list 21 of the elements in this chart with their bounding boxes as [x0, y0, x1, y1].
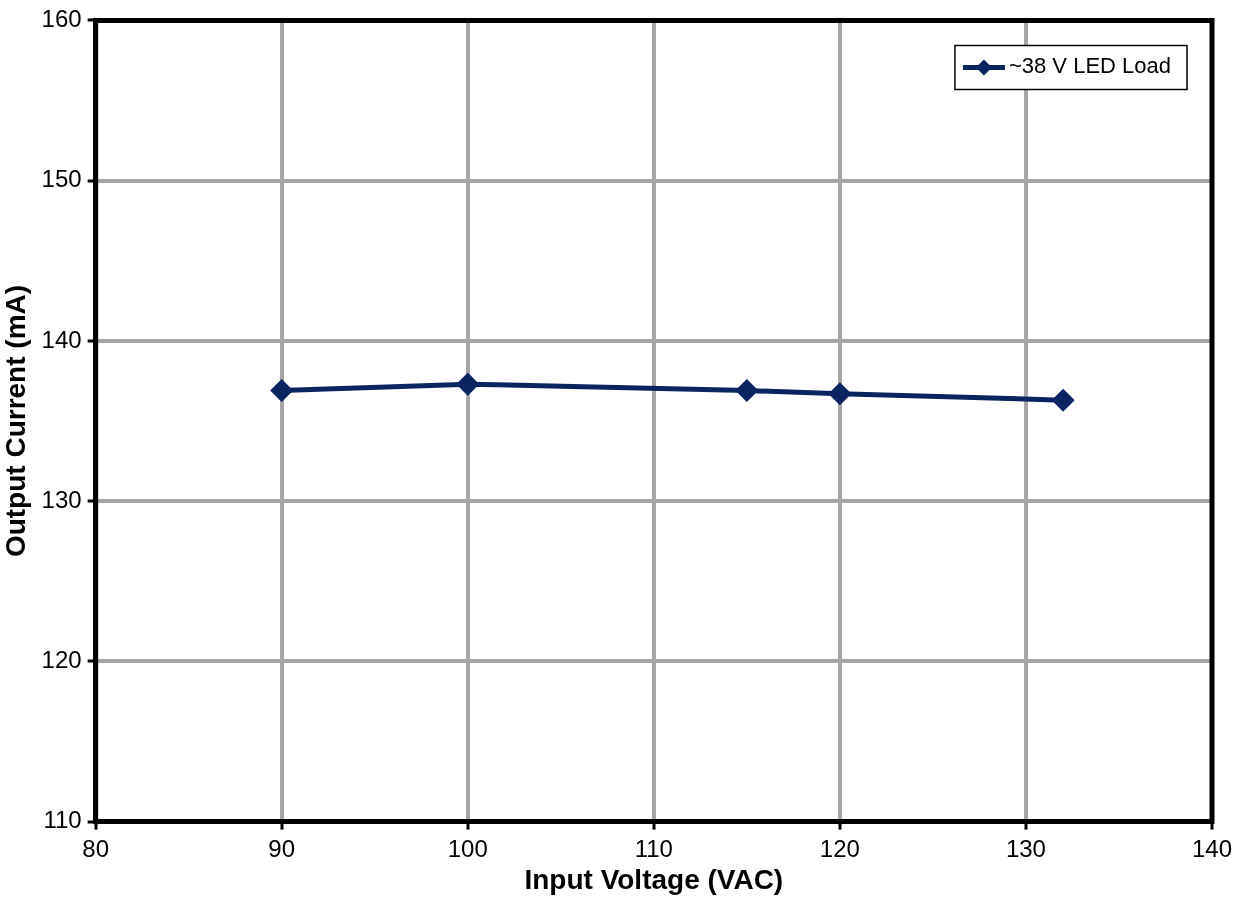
x-tick-label: 100 [447, 834, 488, 862]
point [457, 373, 479, 395]
point [271, 380, 293, 402]
point [736, 380, 758, 402]
x-tick-label: 110 [634, 834, 673, 862]
y-tick-label: 140 [41, 325, 82, 353]
y-tick-label: 130 [41, 485, 82, 513]
point [829, 383, 851, 405]
x-tick-label: 140 [1191, 834, 1233, 862]
point [1052, 389, 1074, 411]
y-tick-label: 110 [43, 806, 82, 834]
y-tick-label: 120 [41, 645, 82, 673]
y-tick-label: 160 [41, 5, 82, 33]
y-tick-label: 150 [41, 165, 82, 193]
x-axis-title: Input Voltage (VAC) [524, 863, 784, 895]
x-tick-label: 80 [82, 834, 109, 862]
x-tick-label: 120 [819, 834, 860, 862]
legend-label: ~38 V LED Load [1008, 53, 1172, 79]
y-axis-title: Output Current (mA) [0, 284, 31, 558]
x-tick-label: 130 [1005, 834, 1046, 862]
x-tick-label: 90 [268, 834, 296, 862]
